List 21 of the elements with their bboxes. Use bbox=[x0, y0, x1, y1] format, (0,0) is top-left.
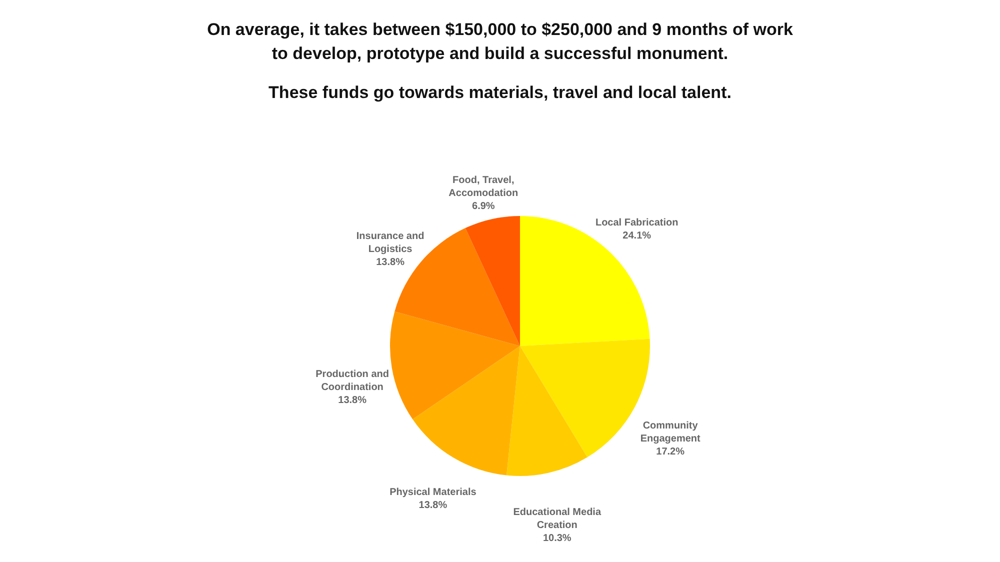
data-label: 13.8% bbox=[338, 394, 367, 406]
data-label: 6.9% bbox=[472, 200, 495, 212]
pie-slice bbox=[412, 346, 520, 476]
data-label: 17.2% bbox=[656, 446, 685, 458]
pie-slice bbox=[506, 346, 588, 476]
slice-label: Local Fabrication bbox=[595, 218, 678, 229]
slice-label: Community Engagement bbox=[640, 420, 701, 444]
pie-slice bbox=[465, 216, 520, 346]
data-label: 13.8% bbox=[376, 257, 405, 268]
slice-label: Educational Media Creation bbox=[513, 506, 602, 531]
data-label: 10.3% bbox=[542, 532, 572, 544]
data-label: 13.8% bbox=[418, 500, 448, 512]
text: to develop, prototype and build a successful monument. bbox=[272, 44, 728, 63]
data-label: 24.1% bbox=[622, 230, 652, 242]
pie-slice bbox=[390, 311, 520, 420]
chart-subtitle: These funds go towards materials, travel and local talent. bbox=[268, 83, 732, 102]
slice-label: Food, Travel, Accomodation bbox=[448, 174, 518, 199]
slice-label: Physical Materials bbox=[390, 487, 477, 498]
text: On average, it takes between $150,000 to $250,000 and 9 months of work bbox=[207, 20, 793, 39]
slice-label: Production and Coordination bbox=[316, 368, 389, 393]
slice-label: Insurance and Logistics bbox=[356, 231, 424, 256]
